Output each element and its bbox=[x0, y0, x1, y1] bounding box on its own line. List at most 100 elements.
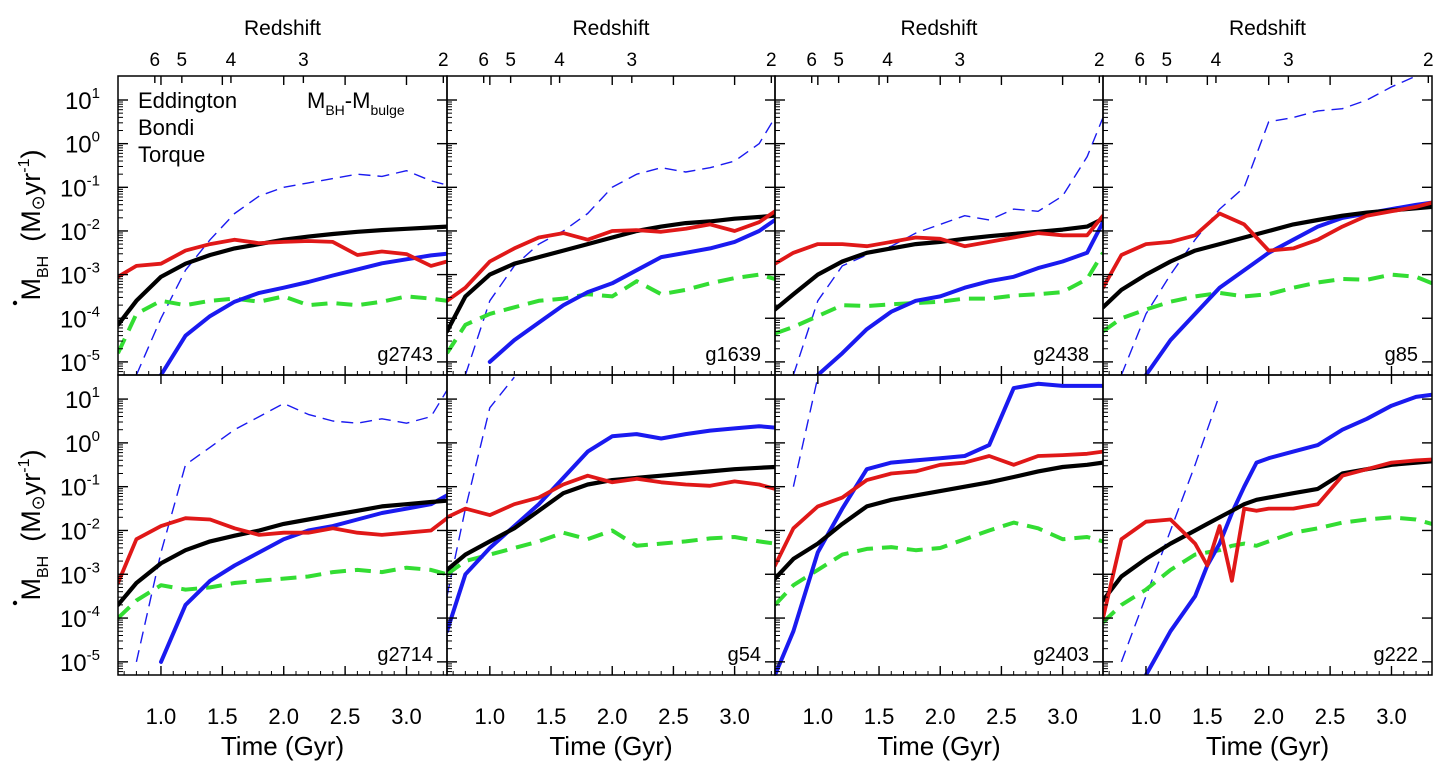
y-tick-base: 10 bbox=[60, 518, 87, 545]
x-tick-label: 2.5 bbox=[330, 704, 361, 729]
series-msigma-line bbox=[447, 272, 775, 355]
x-tick-label: 1.0 bbox=[475, 704, 506, 729]
y-tick-base: 10 bbox=[65, 88, 92, 115]
x-tick-label: 2.5 bbox=[658, 704, 689, 729]
series-torque-line bbox=[775, 213, 1103, 266]
series-group bbox=[775, 117, 1103, 375]
x-axis-title: Time (Gyr) bbox=[877, 731, 1000, 761]
x-tick-label: 3.0 bbox=[391, 704, 422, 729]
series-eddington-line bbox=[447, 464, 775, 572]
y-tick-exponent: -5 bbox=[87, 347, 100, 364]
legend-msigma-main: M bbox=[307, 88, 325, 113]
series-msigma-line bbox=[1103, 272, 1432, 334]
y-tick-exponent: -2 bbox=[87, 216, 100, 233]
panel-frame bbox=[446, 75, 776, 376]
redshift-tick-label: 6 bbox=[1135, 50, 1146, 71]
redshift-axis-title: Redshift bbox=[572, 17, 649, 40]
x-tick-label: 1.0 bbox=[146, 704, 177, 729]
y-tick-base: 10 bbox=[60, 606, 87, 633]
series-eddington-line bbox=[1103, 204, 1432, 310]
series-bondi-dashed-line bbox=[135, 389, 447, 663]
redshift-tick-label: 4 bbox=[1211, 50, 1222, 71]
panel-frame bbox=[774, 374, 1104, 676]
series-bondi-line bbox=[1144, 392, 1432, 675]
series-bondi-line bbox=[159, 251, 447, 375]
series-group bbox=[1103, 392, 1432, 675]
series-group bbox=[447, 117, 775, 375]
series-msigma-line bbox=[118, 565, 447, 620]
y-axis-title-units-close: ) bbox=[16, 149, 46, 158]
series-bondi-line bbox=[447, 424, 775, 634]
series-torque-line bbox=[447, 473, 775, 520]
x-axis-title: Time (Gyr) bbox=[221, 731, 344, 761]
y-tick-exponent: 1 bbox=[92, 384, 100, 401]
redshift-tick-label: 4 bbox=[554, 50, 565, 71]
series-bondi-dashed-line bbox=[1120, 394, 1221, 663]
series-torque-line bbox=[118, 237, 447, 279]
panel-frame bbox=[446, 374, 776, 676]
panel-label: g1639 bbox=[705, 344, 761, 366]
panel-label: g54 bbox=[728, 644, 761, 666]
series-bondi-line bbox=[775, 381, 1103, 675]
redshift-axis-title: Redshift bbox=[1229, 17, 1306, 40]
redshift-tick-label: 5 bbox=[505, 50, 516, 71]
y-axis-title-main: M bbox=[16, 578, 46, 601]
series-torque-line bbox=[1103, 200, 1432, 290]
redshift-tick-label: 2 bbox=[438, 50, 449, 71]
panel-g1639: 6 5 4 3 2 g1639 bbox=[446, 50, 777, 376]
x-tick-label: 2.0 bbox=[268, 704, 299, 729]
series-eddington-line bbox=[775, 216, 1103, 312]
panel-g2403: 1.0 1.5 2.0 2.5 3.0 g2403 bbox=[774, 374, 1104, 729]
redshift-tick-label: 3 bbox=[1283, 50, 1294, 71]
series-msigma-line bbox=[118, 294, 447, 355]
x-tick-label: 1.5 bbox=[536, 704, 567, 729]
x-tick-label: 1.5 bbox=[864, 704, 895, 729]
y-tick-base: 10 bbox=[60, 306, 87, 333]
y-tick-label: 10-1 bbox=[60, 472, 100, 502]
y-axis-title-sun: ⊙ bbox=[28, 195, 48, 210]
x-tick-label: 1.0 bbox=[1131, 704, 1162, 729]
x-tick-label: 1.5 bbox=[1192, 704, 1223, 729]
series-group bbox=[775, 377, 1103, 675]
series-bondi-dashed-line bbox=[792, 377, 819, 487]
y-axis-title-sun: ⊙ bbox=[28, 495, 48, 510]
panel-g222: 1.0 1.5 2.0 2.5 3.0 g222 bbox=[1102, 374, 1433, 729]
series-torque-line bbox=[447, 209, 775, 303]
y-tick-label: 100 bbox=[65, 129, 100, 159]
y-tick-base: 10 bbox=[60, 475, 87, 502]
y-tick-exponent: -3 bbox=[87, 559, 100, 576]
series-torque-line bbox=[1103, 457, 1432, 620]
y-axis-title-units-tail: yr bbox=[16, 173, 46, 196]
y-tick-exponent: -1 bbox=[87, 472, 100, 489]
redshift-tick-label: 3 bbox=[298, 50, 309, 71]
panel-label: g2714 bbox=[377, 644, 433, 666]
y-tick-label: 10-1 bbox=[60, 172, 100, 202]
x-tick-label: 2.5 bbox=[986, 704, 1017, 729]
series-group bbox=[1103, 76, 1432, 375]
y-tick-base: 10 bbox=[60, 650, 87, 677]
x-tick-label: 2.0 bbox=[597, 704, 628, 729]
legend-msigma-sub2: bulge bbox=[370, 102, 404, 118]
redshift-tick-label: 3 bbox=[627, 50, 638, 71]
y-tick-exponent: -1 bbox=[87, 172, 100, 189]
y-axis-title: MBH (M⊙yr-1) bbox=[16, 449, 52, 600]
y-axis-title: MBH (M⊙yr-1) bbox=[16, 149, 52, 300]
y-tick-label: 101 bbox=[65, 384, 100, 414]
y-axis-title-units: (M bbox=[16, 210, 46, 241]
y-tick-label: 100 bbox=[65, 428, 100, 458]
panel-g2438: 6 5 4 3 2 g2438 bbox=[774, 50, 1105, 376]
legend-torque: Torque bbox=[138, 142, 205, 167]
series-torque-line bbox=[118, 516, 447, 585]
redshift-tick-label: 5 bbox=[177, 50, 188, 71]
y-axis-title-dot bbox=[12, 300, 18, 306]
redshift-tick-label: 2 bbox=[1094, 50, 1105, 71]
redshift-tick-label: 5 bbox=[1162, 50, 1173, 71]
series-eddington-line bbox=[118, 224, 447, 327]
series-msigma-line bbox=[775, 520, 1103, 607]
y-axis-title-units-close: ) bbox=[16, 449, 46, 458]
series-msigma-line bbox=[775, 251, 1103, 336]
series-msigma-line bbox=[1103, 515, 1432, 624]
